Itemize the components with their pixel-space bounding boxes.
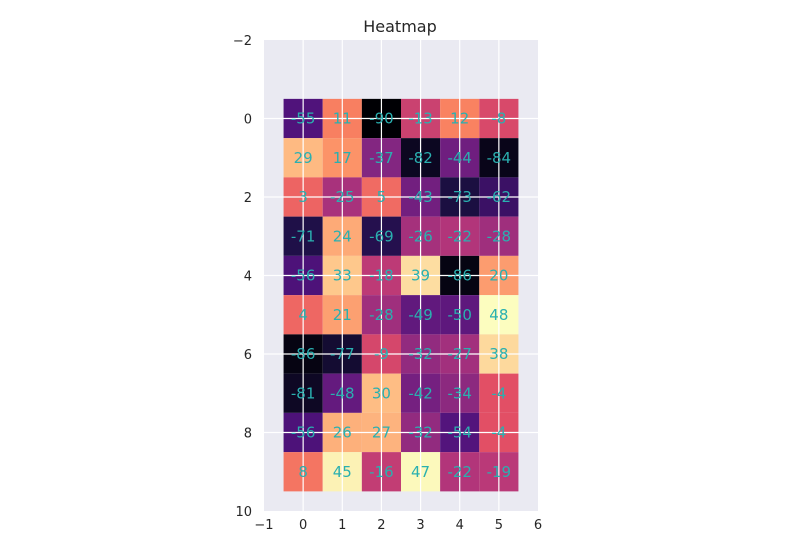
cell-value-label-r1-c5: -84 xyxy=(487,149,512,167)
y-tick-label: 0 xyxy=(244,113,252,128)
cell-value-label-r8-c0: -56 xyxy=(291,424,316,442)
cell-value-label-r5-c2: -28 xyxy=(369,306,394,324)
cell-value-label-r9-c2: -16 xyxy=(369,463,394,481)
y-tick-label: 8 xyxy=(244,427,252,442)
cell-value-label-r9-c1: 45 xyxy=(333,463,352,481)
cell-value-label-r5-c5: 48 xyxy=(489,306,508,324)
cell-value-label-r1-c2: -37 xyxy=(369,149,394,167)
cell-value-label-r3-c3: -26 xyxy=(408,227,433,245)
cell-value-label-r3-c5: -28 xyxy=(487,227,512,245)
cell-value-label-r0-c4: 12 xyxy=(450,110,469,128)
cell-value-label-r3-c2: -69 xyxy=(369,227,394,245)
y-tick-label: 6 xyxy=(244,348,252,363)
cell-value-label-r9-c5: -19 xyxy=(487,463,512,481)
cell-value-label-r6-c1: -77 xyxy=(330,345,355,363)
cell-value-label-r2-c4: -73 xyxy=(447,188,472,206)
cell-value-label-r6-c0: -86 xyxy=(291,345,316,363)
cell-value-label-r1-c1: 17 xyxy=(333,149,352,167)
x-tick-label: 1 xyxy=(338,518,346,533)
cell-value-label-r1-c0: 29 xyxy=(294,149,313,167)
cell-value-label-r5-c0: 4 xyxy=(298,306,308,324)
cell-value-label-r4-c0: -56 xyxy=(291,267,316,285)
y-tick-label: 4 xyxy=(244,270,252,285)
cell-value-label-r3-c4: -22 xyxy=(447,227,472,245)
cell-value-label-r4-c4: -86 xyxy=(447,267,472,285)
cell-value-label-r0-c5: -8 xyxy=(491,110,506,128)
cell-value-label-r1-c3: -82 xyxy=(408,149,433,167)
cell-value-label-r2-c2: 5 xyxy=(377,188,387,206)
x-tick-label: 5 xyxy=(495,518,503,533)
cell-value-label-r7-c0: -81 xyxy=(291,384,316,402)
cell-value-label-r5-c4: -50 xyxy=(447,306,472,324)
cell-value-label-r3-c0: -71 xyxy=(291,227,316,245)
x-tick-label: 2 xyxy=(377,518,385,533)
cell-value-label-r8-c1: 26 xyxy=(333,424,352,442)
cell-value-label-r3-c1: 24 xyxy=(333,227,352,245)
cell-value-label-r0-c0: -55 xyxy=(291,110,316,128)
cell-value-label-r6-c3: -32 xyxy=(408,345,433,363)
cell-value-label-r4-c5: 20 xyxy=(489,267,508,285)
cell-value-label-r2-c0: 3 xyxy=(298,188,308,206)
cell-value-label-r8-c4: -54 xyxy=(447,424,472,442)
cell-value-label-r0-c3: -13 xyxy=(408,110,433,128)
cell-value-label-r9-c0: 8 xyxy=(298,463,308,481)
cell-value-label-r6-c2: -9 xyxy=(374,345,389,363)
x-tick-label: 0 xyxy=(299,518,307,533)
cell-value-label-r7-c5: -4 xyxy=(491,384,506,402)
cell-value-label-r1-c4: -44 xyxy=(447,149,472,167)
cell-value-label-r6-c4: -27 xyxy=(447,345,472,363)
cell-value-label-r9-c4: -22 xyxy=(447,463,472,481)
cell-value-label-r2-c5: -62 xyxy=(487,188,512,206)
cell-value-label-r8-c3: -32 xyxy=(408,424,433,442)
cell-value-label-r4-c2: -18 xyxy=(369,267,394,285)
cell-value-label-r7-c4: -34 xyxy=(447,384,472,402)
cell-value-label-r4-c3: 39 xyxy=(411,267,430,285)
x-tick-label: −1 xyxy=(254,518,273,533)
cell-value-label-r2-c1: -25 xyxy=(330,188,355,206)
cell-value-label-r0-c2: -90 xyxy=(369,110,394,128)
y-tick-label: −2 xyxy=(233,34,252,49)
cell-value-label-r9-c3: 47 xyxy=(411,463,430,481)
cell-value-label-r7-c2: 30 xyxy=(372,384,391,402)
cell-value-label-r0-c1: 11 xyxy=(333,110,352,128)
cell-value-label-r5-c1: 21 xyxy=(333,306,352,324)
cell-value-label-r2-c3: -43 xyxy=(408,188,433,206)
x-tick-label: 4 xyxy=(456,518,464,533)
cell-value-label-r4-c1: 33 xyxy=(333,267,352,285)
chart-title: Heatmap xyxy=(363,17,437,36)
x-tick-label: 3 xyxy=(416,518,424,533)
cell-value-label-r5-c3: -49 xyxy=(408,306,433,324)
cell-value-label-r8-c2: 27 xyxy=(372,424,391,442)
cell-value-label-r8-c5: -4 xyxy=(491,424,506,442)
y-tick-label: 2 xyxy=(244,191,252,206)
x-tick-label: 6 xyxy=(534,518,542,533)
y-tick-label: 10 xyxy=(235,505,252,520)
cell-value-label-r7-c3: -42 xyxy=(408,384,433,402)
cell-value-label-r7-c1: -48 xyxy=(330,384,355,402)
cell-value-label-r6-c5: 38 xyxy=(489,345,508,363)
